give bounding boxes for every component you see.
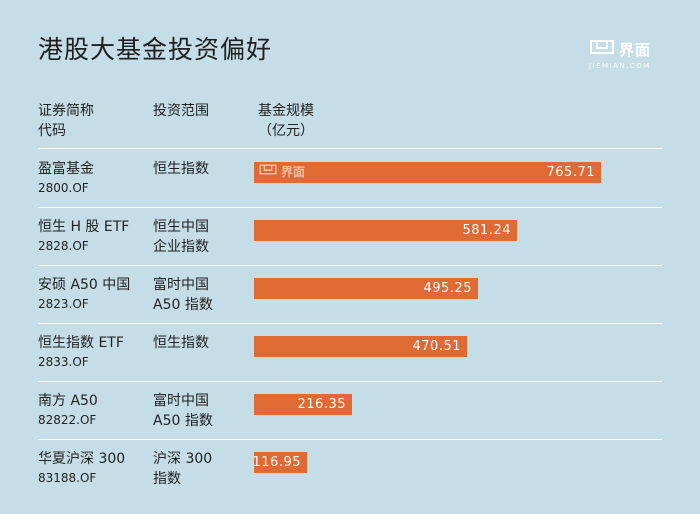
header-size: 基金规模 （亿元）: [258, 101, 314, 141]
row-separator: [38, 381, 662, 382]
bar-value-label: 470.51: [412, 339, 461, 354]
row-fund-code: 2828.OF: [38, 239, 89, 253]
header-size-line2: （亿元）: [258, 123, 314, 139]
row-separator: [38, 265, 662, 266]
row-scope: 富时中国 A50 指数: [153, 275, 243, 315]
row-separator: [38, 323, 662, 324]
row-scope-line: [153, 179, 243, 199]
row-scope: 恒生中国 企业指数: [153, 217, 243, 257]
chart-title: 港股大基金投资偏好: [38, 35, 273, 64]
row-scope-line: A50 指数: [153, 297, 213, 313]
logo-domain: JIEMIAN.COM: [589, 62, 651, 70]
row-fund-name: 华夏沪深 300: [38, 451, 126, 467]
bar: 界面 765.71: [254, 162, 601, 183]
row-scope-line: 恒生指数: [153, 161, 209, 177]
watermark-text: 界面: [281, 165, 306, 179]
row-scope-line: 企业指数: [153, 239, 209, 255]
row-fund-code: 2823.OF: [38, 297, 89, 311]
bar: 216.35: [254, 394, 352, 415]
bar: 470.51: [254, 336, 467, 357]
row-fund-name: 盈富基金: [38, 161, 94, 177]
row-scope-line: 富时中国: [153, 277, 209, 293]
jiemian-logo: 界面 JIEMIAN.COM: [589, 38, 669, 70]
row-scope: 恒生指数: [153, 159, 243, 199]
row-separator: [38, 207, 662, 208]
header-name-line2: 代码: [38, 123, 66, 139]
bar-value-label: 495.25: [423, 281, 472, 296]
row-scope-line: 恒生中国: [153, 219, 209, 235]
bar: 581.24: [254, 220, 517, 241]
bar-value-label: 116.95: [252, 455, 301, 470]
row-fund-code: 82822.OF: [38, 413, 97, 427]
row-fund-code: 2833.OF: [38, 355, 89, 369]
bar-value-label: 216.35: [297, 397, 346, 412]
bar: 495.25: [254, 278, 478, 299]
header-name-line1: 证券简称: [38, 103, 94, 119]
row-fund-name: 恒生 H 股 ETF: [38, 219, 130, 235]
jiemian-watermark: 界面: [258, 162, 305, 183]
row-fund-code: 83188.OF: [38, 471, 97, 485]
row-fund-name: 安硕 A50 中国: [38, 277, 131, 293]
row-scope-line: 富时中国: [153, 393, 209, 409]
row-fund-code: 2800.OF: [38, 181, 89, 195]
bar-value-label: 581.24: [462, 223, 511, 238]
header-separator: [38, 148, 662, 149]
row-scope: 富时中国 A50 指数: [153, 391, 243, 431]
row-scope-line: A50 指数: [153, 413, 213, 429]
row-fund-name: 南方 A50: [38, 393, 98, 409]
header-name: 证券简称 代码: [38, 101, 94, 141]
logo-text: 界面: [619, 40, 652, 59]
header-scope: 投资范围: [153, 103, 209, 119]
row-scope-line: [153, 353, 243, 373]
jiemian-logo-icon: [589, 38, 615, 60]
jiemian-watermark-icon: [258, 162, 278, 183]
row-scope: 恒生指数: [153, 333, 243, 373]
row-separator: [38, 439, 662, 440]
row-scope-line: 沪深 300: [153, 451, 213, 467]
row-fund-name: 恒生指数 ETF: [38, 335, 124, 351]
bar-value-label: 765.71: [546, 165, 595, 180]
row-scope-line: 恒生指数: [153, 335, 209, 351]
row-scope: 沪深 300 指数: [153, 449, 243, 489]
row-scope-line: 指数: [153, 471, 181, 487]
header-size-line1: 基金规模: [258, 103, 314, 119]
bar: 116.95: [252, 452, 307, 473]
